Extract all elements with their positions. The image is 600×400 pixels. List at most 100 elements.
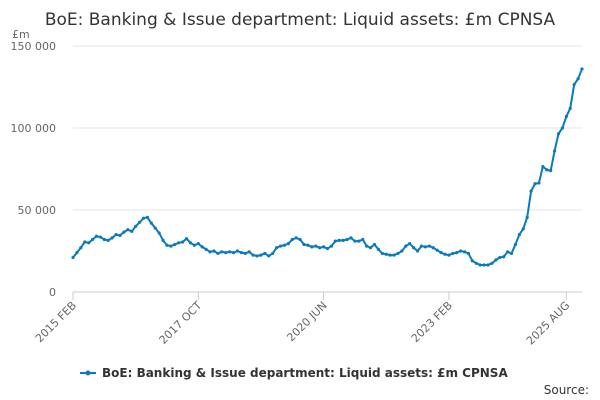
- data-point[interactable]: [545, 168, 549, 172]
- data-point[interactable]: [380, 251, 384, 256]
- data-point[interactable]: [412, 246, 416, 250]
- data-point[interactable]: [310, 245, 314, 249]
- data-point[interactable]: [259, 253, 263, 257]
- data-point[interactable]: [181, 240, 185, 244]
- data-point[interactable]: [243, 251, 247, 256]
- data-point[interactable]: [137, 220, 142, 224]
- data-point[interactable]: [455, 251, 459, 255]
- data-point[interactable]: [529, 189, 533, 193]
- data-point[interactable]: [451, 251, 455, 256]
- data-point[interactable]: [572, 82, 576, 87]
- data-point[interactable]: [552, 149, 557, 153]
- data-point[interactable]: [251, 253, 255, 257]
- data-point[interactable]: [278, 244, 283, 248]
- data-point[interactable]: [169, 244, 173, 248]
- data-point[interactable]: [75, 251, 79, 255]
- data-point[interactable]: [87, 241, 91, 245]
- data-point[interactable]: [439, 251, 443, 255]
- data-point[interactable]: [122, 230, 126, 234]
- data-point[interactable]: [118, 233, 122, 238]
- data-point[interactable]: [114, 233, 118, 237]
- data-point[interactable]: [580, 67, 584, 71]
- data-point[interactable]: [506, 250, 510, 254]
- data-point[interactable]: [177, 241, 181, 245]
- data-point[interactable]: [427, 244, 431, 248]
- data-point[interactable]: [212, 249, 216, 253]
- data-point[interactable]: [204, 247, 208, 251]
- data-point[interactable]: [267, 254, 271, 258]
- data-point[interactable]: [302, 242, 306, 247]
- data-point[interactable]: [376, 247, 380, 251]
- data-point[interactable]: [388, 253, 392, 257]
- data-point[interactable]: [98, 235, 103, 239]
- data-point[interactable]: [447, 253, 451, 257]
- data-point[interactable]: [357, 239, 361, 243]
- data-point[interactable]: [392, 253, 396, 257]
- data-point[interactable]: [130, 229, 134, 233]
- data-point[interactable]: [126, 228, 130, 232]
- data-point[interactable]: [349, 236, 353, 240]
- data-point[interactable]: [333, 239, 337, 243]
- data-point[interactable]: [384, 252, 388, 256]
- data-point[interactable]: [466, 251, 471, 256]
- data-point[interactable]: [83, 240, 87, 244]
- data-point[interactable]: [184, 237, 189, 241]
- data-point[interactable]: [165, 243, 169, 247]
- data-point[interactable]: [90, 237, 95, 242]
- data-point[interactable]: [106, 238, 110, 242]
- data-point[interactable]: [509, 251, 514, 256]
- data-point[interactable]: [396, 251, 400, 256]
- data-point[interactable]: [235, 249, 240, 253]
- data-point[interactable]: [478, 263, 482, 267]
- data-point[interactable]: [231, 251, 236, 255]
- data-point[interactable]: [525, 215, 529, 219]
- data-point[interactable]: [271, 251, 275, 256]
- data-point[interactable]: [549, 169, 553, 173]
- data-point[interactable]: [208, 250, 212, 254]
- data-point[interactable]: [255, 254, 259, 258]
- data-point[interactable]: [134, 224, 138, 228]
- data-point[interactable]: [365, 244, 369, 248]
- data-point[interactable]: [498, 255, 502, 260]
- data-point[interactable]: [568, 106, 572, 110]
- data-point[interactable]: [102, 237, 106, 242]
- data-point[interactable]: [431, 246, 435, 250]
- data-point[interactable]: [318, 246, 322, 250]
- data-point[interactable]: [415, 249, 420, 253]
- data-point[interactable]: [188, 241, 193, 245]
- data-point[interactable]: [513, 242, 518, 247]
- data-point[interactable]: [537, 181, 541, 185]
- data-point[interactable]: [110, 236, 114, 240]
- data-point[interactable]: [71, 255, 75, 260]
- data-point[interactable]: [423, 245, 427, 249]
- data-point[interactable]: [462, 250, 467, 254]
- data-point[interactable]: [443, 252, 447, 256]
- data-point[interactable]: [368, 246, 373, 250]
- data-point[interactable]: [419, 244, 424, 248]
- data-point[interactable]: [341, 238, 345, 242]
- data-point[interactable]: [337, 238, 341, 242]
- data-point[interactable]: [294, 236, 298, 240]
- data-point[interactable]: [470, 259, 474, 263]
- data-point[interactable]: [153, 226, 157, 230]
- data-point[interactable]: [517, 233, 521, 237]
- data-point[interactable]: [474, 261, 478, 265]
- data-point[interactable]: [576, 77, 580, 81]
- data-point[interactable]: [400, 249, 404, 253]
- data-point[interactable]: [192, 243, 196, 247]
- data-point[interactable]: [275, 246, 279, 250]
- data-point[interactable]: [325, 246, 330, 251]
- data-point[interactable]: [145, 215, 149, 219]
- data-point[interactable]: [404, 244, 408, 248]
- data-point[interactable]: [490, 261, 494, 265]
- data-point[interactable]: [157, 231, 161, 235]
- data-point[interactable]: [228, 250, 232, 254]
- data-point[interactable]: [216, 251, 220, 256]
- data-point[interactable]: [533, 182, 537, 186]
- data-point[interactable]: [141, 216, 146, 220]
- data-point[interactable]: [200, 245, 204, 249]
- data-point[interactable]: [556, 132, 561, 136]
- data-point[interactable]: [247, 250, 251, 254]
- data-point[interactable]: [482, 263, 486, 267]
- data-point[interactable]: [408, 242, 412, 246]
